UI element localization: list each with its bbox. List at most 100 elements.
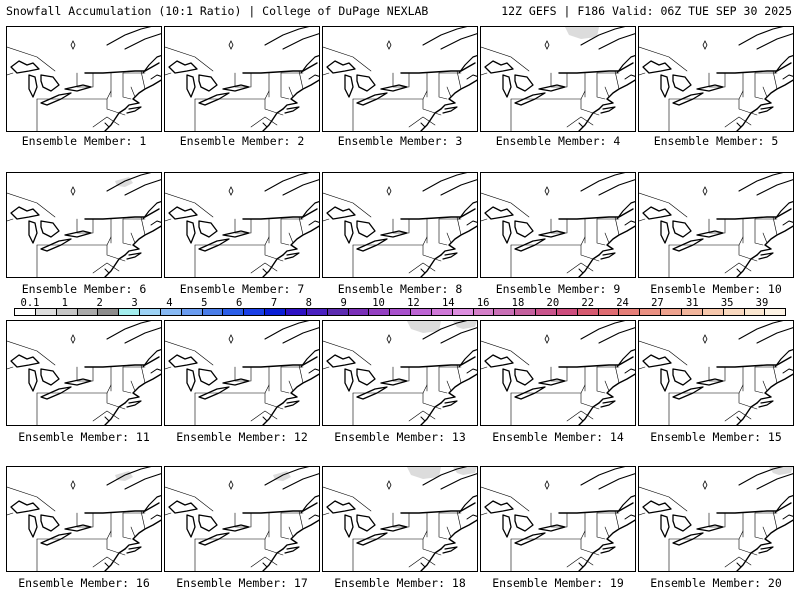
colorbar-cell [35,309,57,315]
colorbar-tick-label: 8 [305,297,313,309]
ensemble-member-caption: Ensemble Member: 7 [179,282,305,296]
colorbar-cell [577,309,599,315]
ensemble-member-caption: Ensemble Member: 9 [495,282,621,296]
colorbar-cell [536,309,557,315]
ensemble-member-caption: Ensemble Member: 2 [179,134,305,148]
colorbar-tick-label: 39 [755,297,769,309]
colorbar-tick-label: 9 [340,297,347,309]
ensemble-member-map [6,466,162,572]
colorbar-cell [431,309,453,315]
colorbar-cell [702,309,724,315]
colorbar-cell [202,309,224,315]
ensemble-member-map [164,466,320,572]
colorbar-cell [598,309,620,315]
colorbar-cell [327,309,349,315]
ensemble-member-caption: Ensemble Member: 15 [650,430,782,444]
colorbar-cell [56,309,78,315]
colorbar-cell [15,309,36,315]
ensemble-member-map [480,26,636,132]
ensemble-member-caption: Ensemble Member: 4 [495,134,621,148]
colorbar-cell [661,309,682,315]
colorbar-cell [285,309,307,315]
colorbar-cell [765,309,786,315]
colorbar-labels: 0.1 1 2 3 4 5 6 7 8 9 10 12 14 16 18 20 22 24 27 31 35 39 [0,297,800,309]
ensemble-member-map [6,320,162,426]
ensemble-member-map [6,26,162,132]
colorbar-cell [140,309,161,315]
colorbar-cell [390,309,412,315]
colorbar-cell [473,309,495,315]
ensemble-member-caption: Ensemble Member: 12 [176,430,308,444]
colorbar-tick-label: 16 [476,297,490,309]
ensemble-member-caption: Ensemble Member: 19 [492,576,624,590]
colorbar-cell [452,309,474,315]
colorbar-tick-label: 22 [581,297,595,309]
ensemble-member-caption: Ensemble Member: 8 [337,282,463,296]
colorbar-cell [556,309,578,315]
colorbar-cell [348,309,370,315]
ensemble-member-caption: Ensemble Member: 11 [18,430,150,444]
colorbar-tick-label: 14 [441,297,455,309]
ensemble-member-caption: Ensemble Member: 18 [334,576,466,590]
colorbar-cell [98,309,120,315]
ensemble-member-caption: Ensemble Member: 1 [21,134,147,148]
colorbar-cell [494,309,516,315]
colorbar-tick-label: 31 [685,297,699,309]
ensemble-member-caption: Ensemble Member: 10 [650,282,782,296]
colorbar-tick-label: 1 [61,297,69,309]
colorbar-cell [306,309,328,315]
colorbar-tick-label: 35 [720,297,734,309]
ensemble-member-map [480,172,636,278]
ensemble-member-map [322,26,478,132]
ensemble-member-map [322,466,478,572]
colorbar-cell [119,309,141,315]
colorbar-cell [265,309,286,315]
ensemble-member-map [638,172,794,278]
ensemble-member-map [638,466,794,572]
ensemble-member-map [322,320,478,426]
colorbar-tick-label: 12 [407,297,420,309]
colorbar-cell [244,309,266,315]
colorbar-cell [77,309,99,315]
ensemble-member-map [480,320,636,426]
colorbar-tick-label: 6 [235,297,243,309]
ensemble-member-map [322,172,478,278]
ensemble-member-caption: Ensemble Member: 5 [653,134,779,148]
colorbar-tick-label: 27 [651,297,664,309]
ensemble-member-map [638,26,794,132]
colorbar-tick-label: 10 [372,297,385,309]
colorbar-tick-label: 18 [511,297,525,309]
snowfall-colorbar [14,308,786,316]
colorbar-tick-label: 0.1 [20,297,40,309]
ensemble-member-map [480,466,636,572]
colorbar-cell [160,309,182,315]
ensemble-member-map [164,26,320,132]
ensemble-member-caption: Ensemble Member: 17 [176,576,308,590]
colorbar-cell [723,309,745,315]
colorbar-tick-label: 3 [131,297,138,309]
colorbar-cell [411,309,432,315]
colorbar-cell [223,309,245,315]
ensemble-member-map [164,172,320,278]
ensemble-member-map [164,320,320,426]
colorbar-cell [640,309,662,315]
ensemble-member-caption: Ensemble Member: 3 [337,134,463,148]
ensemble-member-caption: Ensemble Member: 6 [21,282,147,296]
map-title: Snowfall Accumulation (10:1 Ratio) | Col… [6,4,429,18]
ensemble-member-map [6,172,162,278]
colorbar-cell [181,309,203,315]
model-run-info: 12Z GEFS | F186 Valid: 06Z TUE SEP 30 20… [501,4,792,18]
colorbar-cell [744,309,766,315]
colorbar-cell [369,309,391,315]
colorbar-cell [515,309,537,315]
colorbar-tick-label: 7 [270,297,278,309]
colorbar-tick-label: 24 [616,297,629,309]
colorbar-cell [619,309,641,315]
colorbar-tick-label: 5 [201,297,208,309]
colorbar-cell [682,309,703,315]
ensemble-member-caption: Ensemble Member: 16 [18,576,150,590]
ensemble-member-caption: Ensemble Member: 13 [334,430,466,444]
colorbar-tick-label: 4 [166,297,173,309]
ensemble-member-caption: Ensemble Member: 20 [650,576,782,590]
ensemble-member-caption: Ensemble Member: 14 [492,430,624,444]
